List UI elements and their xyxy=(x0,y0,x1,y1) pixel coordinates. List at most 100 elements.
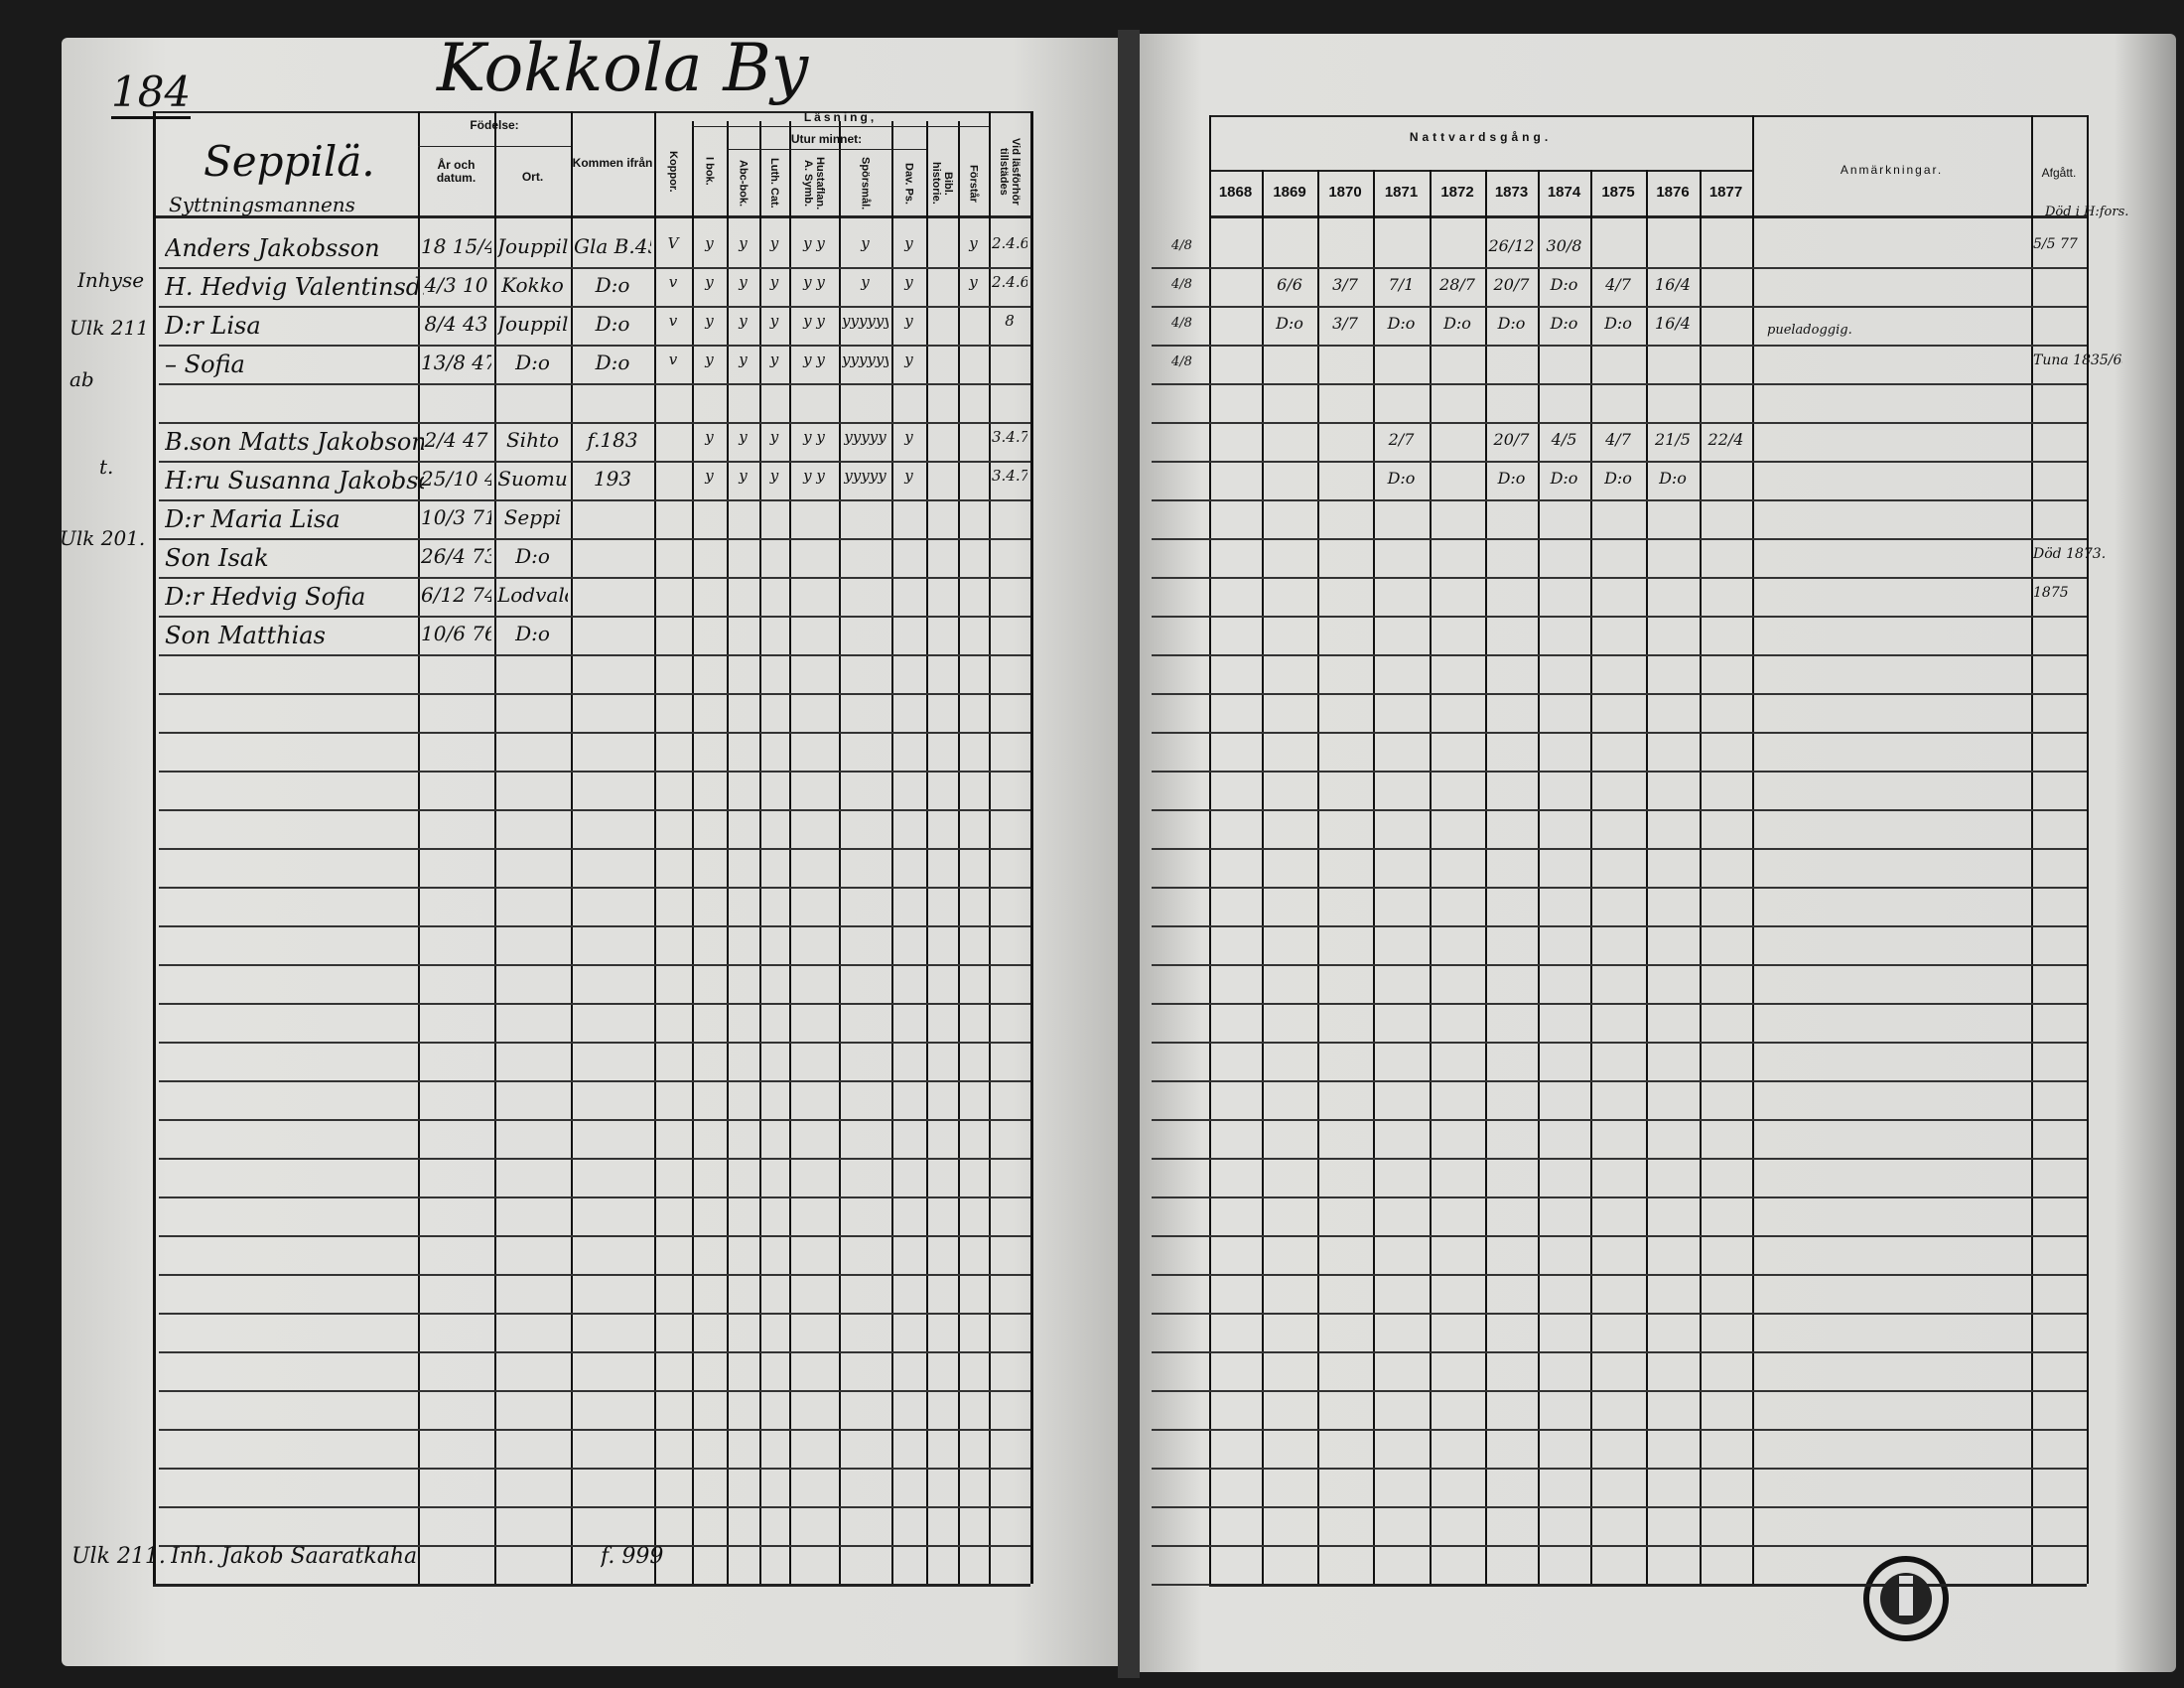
cell-abc: y xyxy=(739,273,748,291)
row-rule xyxy=(159,538,1030,540)
r-row-rule xyxy=(1152,345,2087,347)
row-rule xyxy=(159,1351,1030,1353)
communion-date: D:o xyxy=(1659,469,1687,488)
communion-date: D:o xyxy=(1387,314,1416,333)
cell-name: D:r Hedvig Sofia xyxy=(165,583,366,611)
r-row-rule xyxy=(1152,887,2087,889)
cell-from: f.183 xyxy=(587,428,638,452)
r-row-rule xyxy=(1152,1042,2087,1044)
cell-spors: yyyyyy xyxy=(842,351,888,368)
cell-abc: y xyxy=(739,467,748,485)
left-page xyxy=(62,38,1118,1666)
cell-from: D:o xyxy=(595,351,630,374)
row-rule xyxy=(159,1042,1030,1044)
communion-date: 28/7 xyxy=(1439,275,1475,294)
header-nattvardsgang: Nattvardsgång. xyxy=(1409,130,1553,144)
cell-abc: y xyxy=(739,351,748,368)
r-row-rule xyxy=(1152,1235,2087,1237)
r-row-rule xyxy=(1152,1351,2087,1353)
r-row-rule xyxy=(1152,577,2087,579)
cell-name: Anders Jakobsson xyxy=(165,234,380,262)
r-column-rule xyxy=(1590,170,1592,1584)
cell-koppor: V xyxy=(667,234,679,252)
r-row-rule xyxy=(1152,1313,2087,1315)
cell-spors: yyyyy xyxy=(844,467,887,485)
r-header-bottom-rule xyxy=(1209,215,2087,218)
r-row-rule xyxy=(1152,654,2087,656)
cell-ibok: y xyxy=(705,312,714,330)
cell-year: 6/12 74 xyxy=(421,583,491,607)
cell-place: Seppi xyxy=(503,505,562,529)
column-rule xyxy=(1030,111,1033,1584)
r-column-rule xyxy=(1538,170,1540,1584)
afgatt-value: Död 1873. xyxy=(2033,546,2107,562)
communion-date: 26/12 xyxy=(1488,236,1535,255)
lasning-rule xyxy=(692,126,989,127)
header-luth: Luth. Cat. xyxy=(768,158,781,209)
cell-year: 2/4 47 xyxy=(424,428,488,452)
r-row-rule xyxy=(1152,267,2087,269)
cell-luth: y xyxy=(769,428,779,446)
row-rule xyxy=(159,848,1030,850)
r-row-rule xyxy=(1152,1196,2087,1198)
header-ort: Ort. xyxy=(521,170,544,184)
cell-vid: 3.4.7 xyxy=(992,428,1027,446)
cell-dav: y xyxy=(904,312,913,330)
header-top-rule xyxy=(153,111,1030,113)
r-column-rule xyxy=(1430,170,1432,1584)
communion-date: D:o xyxy=(1550,314,1578,333)
r-row-rule xyxy=(1152,964,2087,966)
row-rule xyxy=(159,1468,1030,1470)
header-year: 1876 xyxy=(1656,184,1690,201)
cell-name: – Sofia xyxy=(165,351,245,378)
column-rule xyxy=(571,111,573,1584)
communion-date: 20/7 xyxy=(1493,275,1530,294)
header-kommen: Kommen ifrån xyxy=(572,156,653,170)
r-row-rule xyxy=(1152,1080,2087,1082)
communion-date: 16/4 xyxy=(1655,275,1691,294)
cell-dav: y xyxy=(904,467,913,485)
r-row-rule xyxy=(1152,499,2087,501)
cell-year: 18 15/4 13 xyxy=(421,234,491,258)
fodelse-rule xyxy=(418,146,571,147)
r-column-rule xyxy=(1646,170,1648,1584)
r-header-top-rule xyxy=(1209,115,2087,117)
column-rule xyxy=(692,121,694,1584)
household-subtitle: Syttningsmannens xyxy=(169,193,355,216)
cell-dav: y xyxy=(904,273,913,291)
cell-forstar: y xyxy=(969,234,978,252)
cell-spors: yyyyy xyxy=(844,428,887,446)
r-row-rule xyxy=(1152,1468,2087,1470)
row-rule xyxy=(159,1506,1030,1508)
communion-date: D:o xyxy=(1276,314,1303,333)
header-year: 1873 xyxy=(1494,184,1529,201)
row-mark: 4/8 xyxy=(1171,354,1192,369)
column-rule xyxy=(654,111,656,1584)
header-year: 1870 xyxy=(1328,184,1362,201)
column-rule xyxy=(926,121,928,1584)
r-row-rule xyxy=(1152,809,2087,811)
r-row-rule xyxy=(1152,383,2087,385)
r-row-rule xyxy=(1152,1545,2087,1547)
margin-note: t. xyxy=(99,455,114,479)
cell-luth: y xyxy=(769,312,779,330)
header-vid: Vid läsförhör tillstädes xyxy=(998,137,1023,206)
header-afgatt: Afgått. xyxy=(2041,166,2077,180)
row-rule xyxy=(159,267,1030,269)
row-rule xyxy=(159,616,1030,618)
afgatt-value: 5/5 77 xyxy=(2033,236,2078,252)
cell-from: D:o xyxy=(595,312,630,336)
cell-name: H:ru Susanna Jakobsdr xyxy=(165,467,424,494)
header-lasning: Läsning, xyxy=(803,110,878,124)
row-rule xyxy=(159,577,1030,579)
header-year: 1875 xyxy=(1601,184,1635,201)
header-anmarkningar: Anmärkningar. xyxy=(1840,163,1944,177)
header-year: 1872 xyxy=(1440,184,1474,201)
header-ibok: I bok. xyxy=(703,157,716,186)
cell-from: D:o xyxy=(595,273,630,297)
cell-year: 26/4 73 xyxy=(421,544,491,568)
cell-name: D:r Maria Lisa xyxy=(165,505,341,533)
row-rule xyxy=(159,1158,1030,1160)
communion-date: D:o xyxy=(1550,275,1578,294)
cell-abc: y xyxy=(739,234,748,252)
